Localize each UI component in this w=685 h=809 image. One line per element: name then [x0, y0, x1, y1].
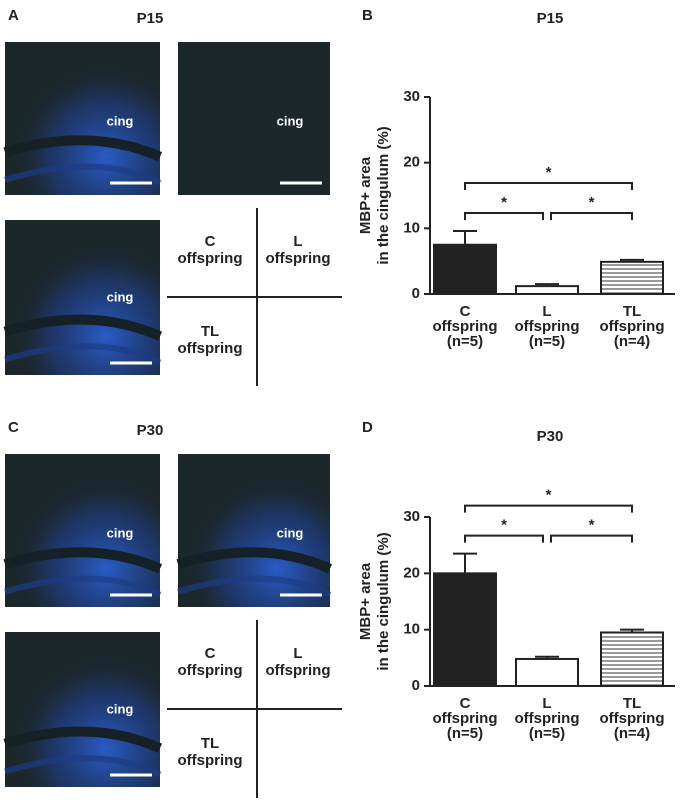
micrograph-band: [176, 547, 333, 574]
panel-label: B: [362, 7, 373, 24]
micrograph-band: [3, 547, 163, 574]
bar: [600, 631, 664, 688]
significance-label: *: [546, 487, 552, 504]
x-tick-label: offspring: [600, 318, 665, 335]
significance-label: *: [589, 194, 595, 211]
micrograph: [178, 42, 330, 195]
x-tick-label: offspring: [433, 710, 498, 727]
error-bar: [620, 628, 644, 633]
chart-title: P15: [537, 10, 564, 27]
y-axis-label: MBP+ area: [357, 156, 374, 234]
x-tick-label: (n=5): [447, 333, 483, 350]
x-tick-label: (n=4): [614, 333, 650, 350]
micrograph-band: [3, 135, 163, 162]
legend-label: C: [205, 645, 216, 662]
image-label: cing: [107, 289, 134, 304]
legend-label: offspring: [178, 752, 243, 769]
micrograph-band: [3, 726, 163, 753]
error-bar: [535, 655, 559, 659]
x-tick-label: TL: [623, 695, 641, 712]
micrograph-band: [4, 163, 162, 186]
y-tick-label: 10: [403, 621, 420, 638]
x-tick-label: (n=5): [529, 333, 565, 350]
y-tick-label: 20: [403, 564, 420, 581]
significance-label: *: [546, 164, 552, 181]
significance-bracket: [464, 211, 544, 220]
chart-title: P30: [537, 428, 564, 445]
legend-label: offspring: [266, 250, 331, 267]
significance-bracket: [550, 534, 633, 543]
image-label: cing: [107, 113, 134, 128]
legend-label: L: [293, 233, 302, 250]
x-tick-label: (n=5): [447, 725, 483, 742]
bar: [433, 572, 497, 687]
y-tick-label: 10: [403, 219, 420, 236]
legend-label: offspring: [266, 662, 331, 679]
legend-label: TL: [201, 735, 219, 752]
significance-label: *: [501, 517, 507, 534]
y-tick-label: 0: [412, 285, 420, 302]
y-tick-label: 0: [412, 677, 420, 694]
y-axis-label: in the cingulum (%): [375, 126, 392, 264]
micrograph-band: [3, 314, 163, 341]
significance-bracket: [464, 181, 633, 190]
micrograph-band: [4, 575, 162, 598]
significance-label: *: [589, 517, 595, 534]
bar: [433, 243, 497, 295]
significance-bracket: [464, 534, 544, 543]
bar: [515, 285, 579, 295]
x-tick-label: offspring: [600, 710, 665, 727]
y-tick-label: 20: [403, 154, 420, 171]
significance-label: *: [501, 194, 507, 211]
error-bar: [453, 229, 477, 245]
error-bar: [535, 283, 559, 287]
x-tick-label: C: [460, 695, 471, 712]
significance-bracket: [550, 211, 633, 220]
error-bar: [453, 552, 477, 574]
legend-label: offspring: [178, 662, 243, 679]
legend-label: offspring: [178, 250, 243, 267]
bar: [515, 657, 579, 688]
legend-label: L: [293, 645, 302, 662]
micrograph-band: [177, 575, 332, 598]
x-tick-label: (n=4): [614, 725, 650, 742]
x-tick-label: C: [460, 303, 471, 320]
bar: [600, 260, 664, 295]
y-tick-label: 30: [403, 508, 420, 525]
micrograph-band: [4, 755, 162, 778]
panel-label: C: [8, 419, 19, 436]
y-tick-label: 30: [403, 88, 420, 105]
x-tick-label: (n=5): [529, 725, 565, 742]
image-label: cing: [277, 525, 304, 540]
panel-label: A: [8, 7, 19, 24]
panel-label: D: [362, 419, 373, 436]
x-tick-label: L: [542, 695, 551, 712]
image-label: cing: [107, 701, 134, 716]
legend-label: offspring: [178, 340, 243, 357]
x-tick-label: offspring: [515, 318, 580, 335]
y-axis-label: MBP+ area: [357, 562, 374, 640]
image-label: cing: [107, 525, 134, 540]
panel-title: P30: [137, 422, 164, 439]
x-tick-label: TL: [623, 303, 641, 320]
panel-title: P15: [137, 10, 164, 27]
legend-label: C: [205, 233, 216, 250]
y-axis-label: in the cingulum (%): [375, 532, 392, 670]
legend-label: TL: [201, 323, 219, 340]
x-tick-label: offspring: [515, 710, 580, 727]
x-tick-label: offspring: [433, 318, 498, 335]
error-bar: [620, 258, 644, 262]
image-label: cing: [277, 113, 304, 128]
x-tick-label: L: [542, 303, 551, 320]
significance-bracket: [464, 504, 633, 513]
micrograph-band: [4, 343, 162, 366]
